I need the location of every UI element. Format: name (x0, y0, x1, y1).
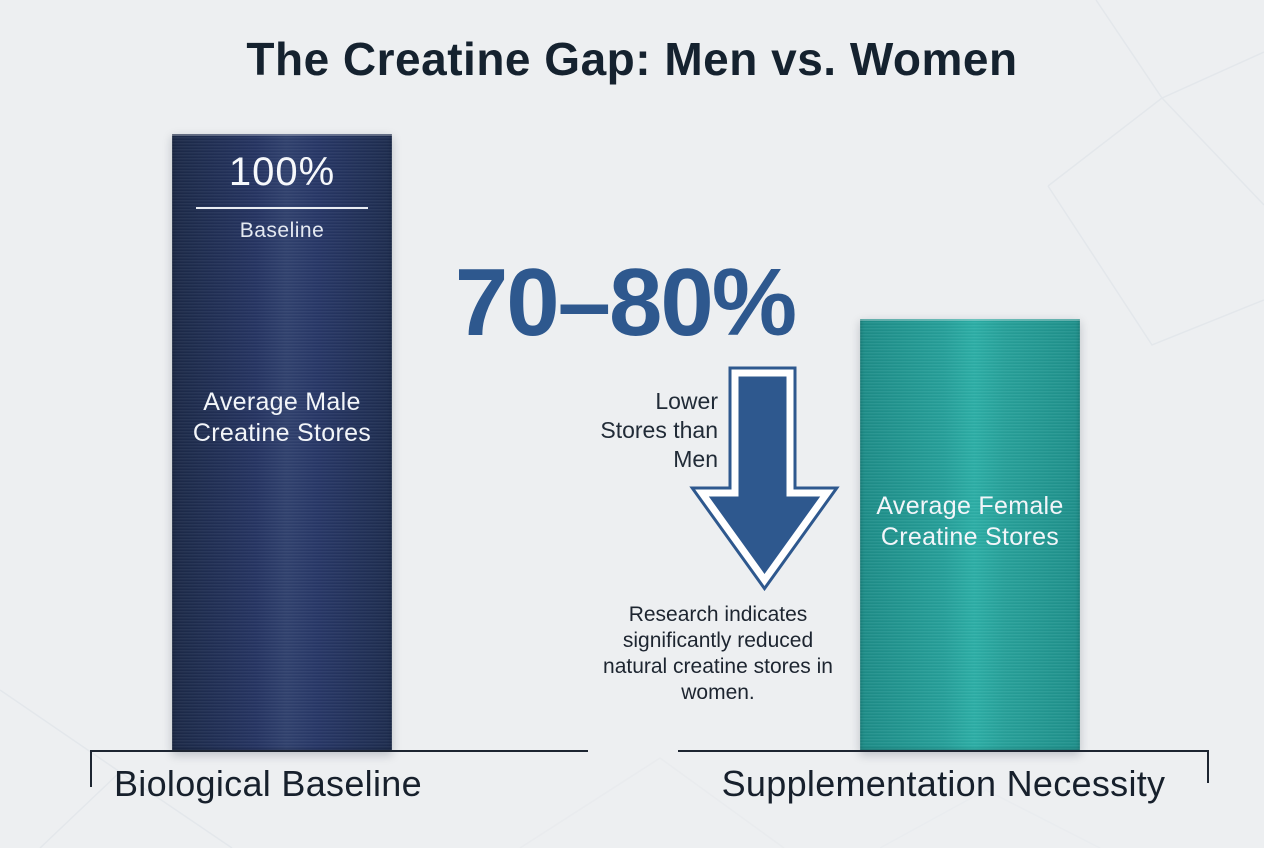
right-bracket-tick (1207, 750, 1209, 783)
gap-qualifier-text: Lower Stores than Men (600, 388, 718, 472)
chart-title: The Creatine Gap: Men vs. Women (246, 33, 1018, 85)
male-creatine-bar: 100% Baseline Average Male Creatine Stor… (172, 134, 392, 752)
left-bracket-tick (90, 750, 92, 787)
male-value-label: 100% (228, 150, 336, 194)
section-label-supplementation-necessity: Supplementation Necessity (721, 763, 1166, 804)
male-bar-label: Average Male Creatine Stores (192, 388, 372, 447)
male-value-sublabel: Baseline (239, 219, 325, 242)
gap-percentage-value: 70–80% (454, 249, 797, 356)
section-label-biological-baseline: Biological Baseline (114, 763, 422, 804)
down-arrow-icon (689, 366, 840, 592)
female-bar-label: Average Female Creatine Stores (876, 492, 1064, 551)
left-bracket-line (90, 750, 588, 752)
research-note: Research indicates significantly reduced… (603, 603, 833, 704)
male-baseline-group: 100% Baseline (172, 134, 392, 243)
right-bracket-line (678, 750, 1209, 752)
female-creatine-bar: Average Female Creatine Stores (860, 319, 1080, 752)
baseline-divider-line (196, 207, 368, 209)
